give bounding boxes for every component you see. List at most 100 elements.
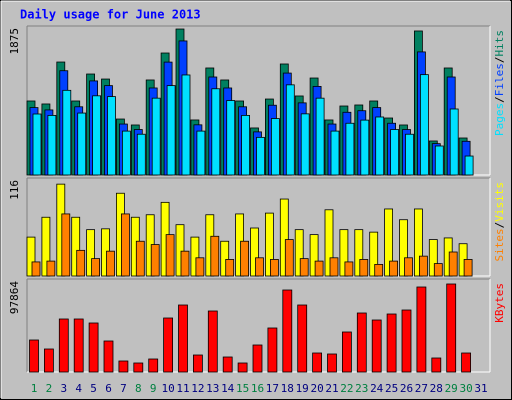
bar <box>354 229 364 277</box>
x-tick-label: 24 <box>370 382 384 395</box>
bar <box>413 208 423 277</box>
legend-entry: Visits <box>493 182 506 222</box>
bar <box>106 250 115 277</box>
bar <box>31 261 41 277</box>
x-tick-label: 25 <box>385 382 398 395</box>
bar <box>356 312 367 373</box>
legend-entry: Sites <box>493 228 506 261</box>
legend-separator: / <box>493 96 506 103</box>
bar <box>195 257 205 277</box>
bar <box>314 260 324 277</box>
bar <box>175 224 185 277</box>
bar <box>29 339 39 373</box>
bar <box>192 354 203 373</box>
bar <box>77 112 87 176</box>
chart-title: Daily usage for June 2013 <box>20 8 201 22</box>
bar <box>375 116 385 176</box>
x-tick-label: 31 <box>474 382 487 395</box>
x-tick-label: 3 <box>60 382 67 395</box>
bar <box>41 216 51 277</box>
legend-entry: Pages <box>493 103 506 136</box>
bar <box>418 255 428 277</box>
legend-entry: Hits <box>493 30 506 57</box>
bar <box>419 74 429 176</box>
x-tick-label: 19 <box>296 382 309 395</box>
bar <box>225 259 235 277</box>
bar <box>73 318 84 373</box>
bar <box>463 259 473 277</box>
x-tick-label: 29 <box>445 382 458 395</box>
bar <box>299 258 309 277</box>
y-tick-label: 1875 <box>8 28 21 55</box>
x-tick-label: 11 <box>176 382 189 395</box>
bar <box>359 259 369 277</box>
bar <box>47 115 57 176</box>
bar <box>136 133 146 176</box>
bar <box>180 250 190 277</box>
bar <box>178 304 188 373</box>
bar <box>339 229 349 277</box>
x-tick-label: 27 <box>415 382 428 395</box>
bar <box>284 239 294 277</box>
legend: Sites/Visits <box>493 182 506 262</box>
bar <box>165 234 175 277</box>
bar <box>312 352 323 373</box>
bar <box>449 108 459 176</box>
bar <box>241 115 251 176</box>
bar <box>401 309 412 373</box>
bar <box>282 289 293 373</box>
bar <box>297 304 308 373</box>
x-tick-label: 2 <box>46 382 53 395</box>
bar <box>91 258 100 277</box>
bar <box>46 260 56 277</box>
legend: Pages/Files/Hits <box>493 30 506 136</box>
bar <box>404 257 413 277</box>
bar <box>207 310 218 373</box>
bar <box>256 136 265 176</box>
legend-entry: KBytes <box>493 283 506 323</box>
x-tick-label: 14 <box>221 382 235 395</box>
x-tick-label: 7 <box>120 382 127 395</box>
bar <box>240 240 250 277</box>
bar <box>384 208 394 277</box>
bar <box>103 340 114 373</box>
bar <box>88 322 99 373</box>
bar <box>285 84 295 176</box>
bar <box>76 249 86 277</box>
bar <box>389 260 399 277</box>
bar <box>309 234 319 277</box>
bar <box>181 74 191 176</box>
bar <box>252 344 263 373</box>
bar <box>86 229 95 277</box>
bar <box>163 317 174 373</box>
x-tick-label: 23 <box>355 382 368 395</box>
bar <box>327 353 337 373</box>
bar <box>190 236 200 277</box>
bar <box>62 89 72 176</box>
bar <box>386 313 397 373</box>
legend-separator: / <box>493 57 506 64</box>
bar <box>220 240 230 277</box>
bar <box>32 113 42 176</box>
bar <box>150 244 160 277</box>
bar <box>405 133 414 176</box>
bar <box>44 348 54 373</box>
bar <box>58 318 69 373</box>
bar <box>166 85 176 176</box>
x-tick-label: 10 <box>161 382 174 395</box>
bar <box>148 358 159 373</box>
bar <box>26 236 36 277</box>
bar <box>360 119 370 176</box>
bar <box>122 130 131 176</box>
legend: KBytes <box>493 283 506 323</box>
x-tick-label: 30 <box>459 382 472 395</box>
bar <box>433 263 443 277</box>
bar <box>118 360 129 373</box>
bar <box>61 213 71 277</box>
x-tick-label: 16 <box>251 382 264 395</box>
bar <box>250 227 259 277</box>
legend-entry: Files <box>493 63 506 96</box>
bar <box>279 198 289 277</box>
